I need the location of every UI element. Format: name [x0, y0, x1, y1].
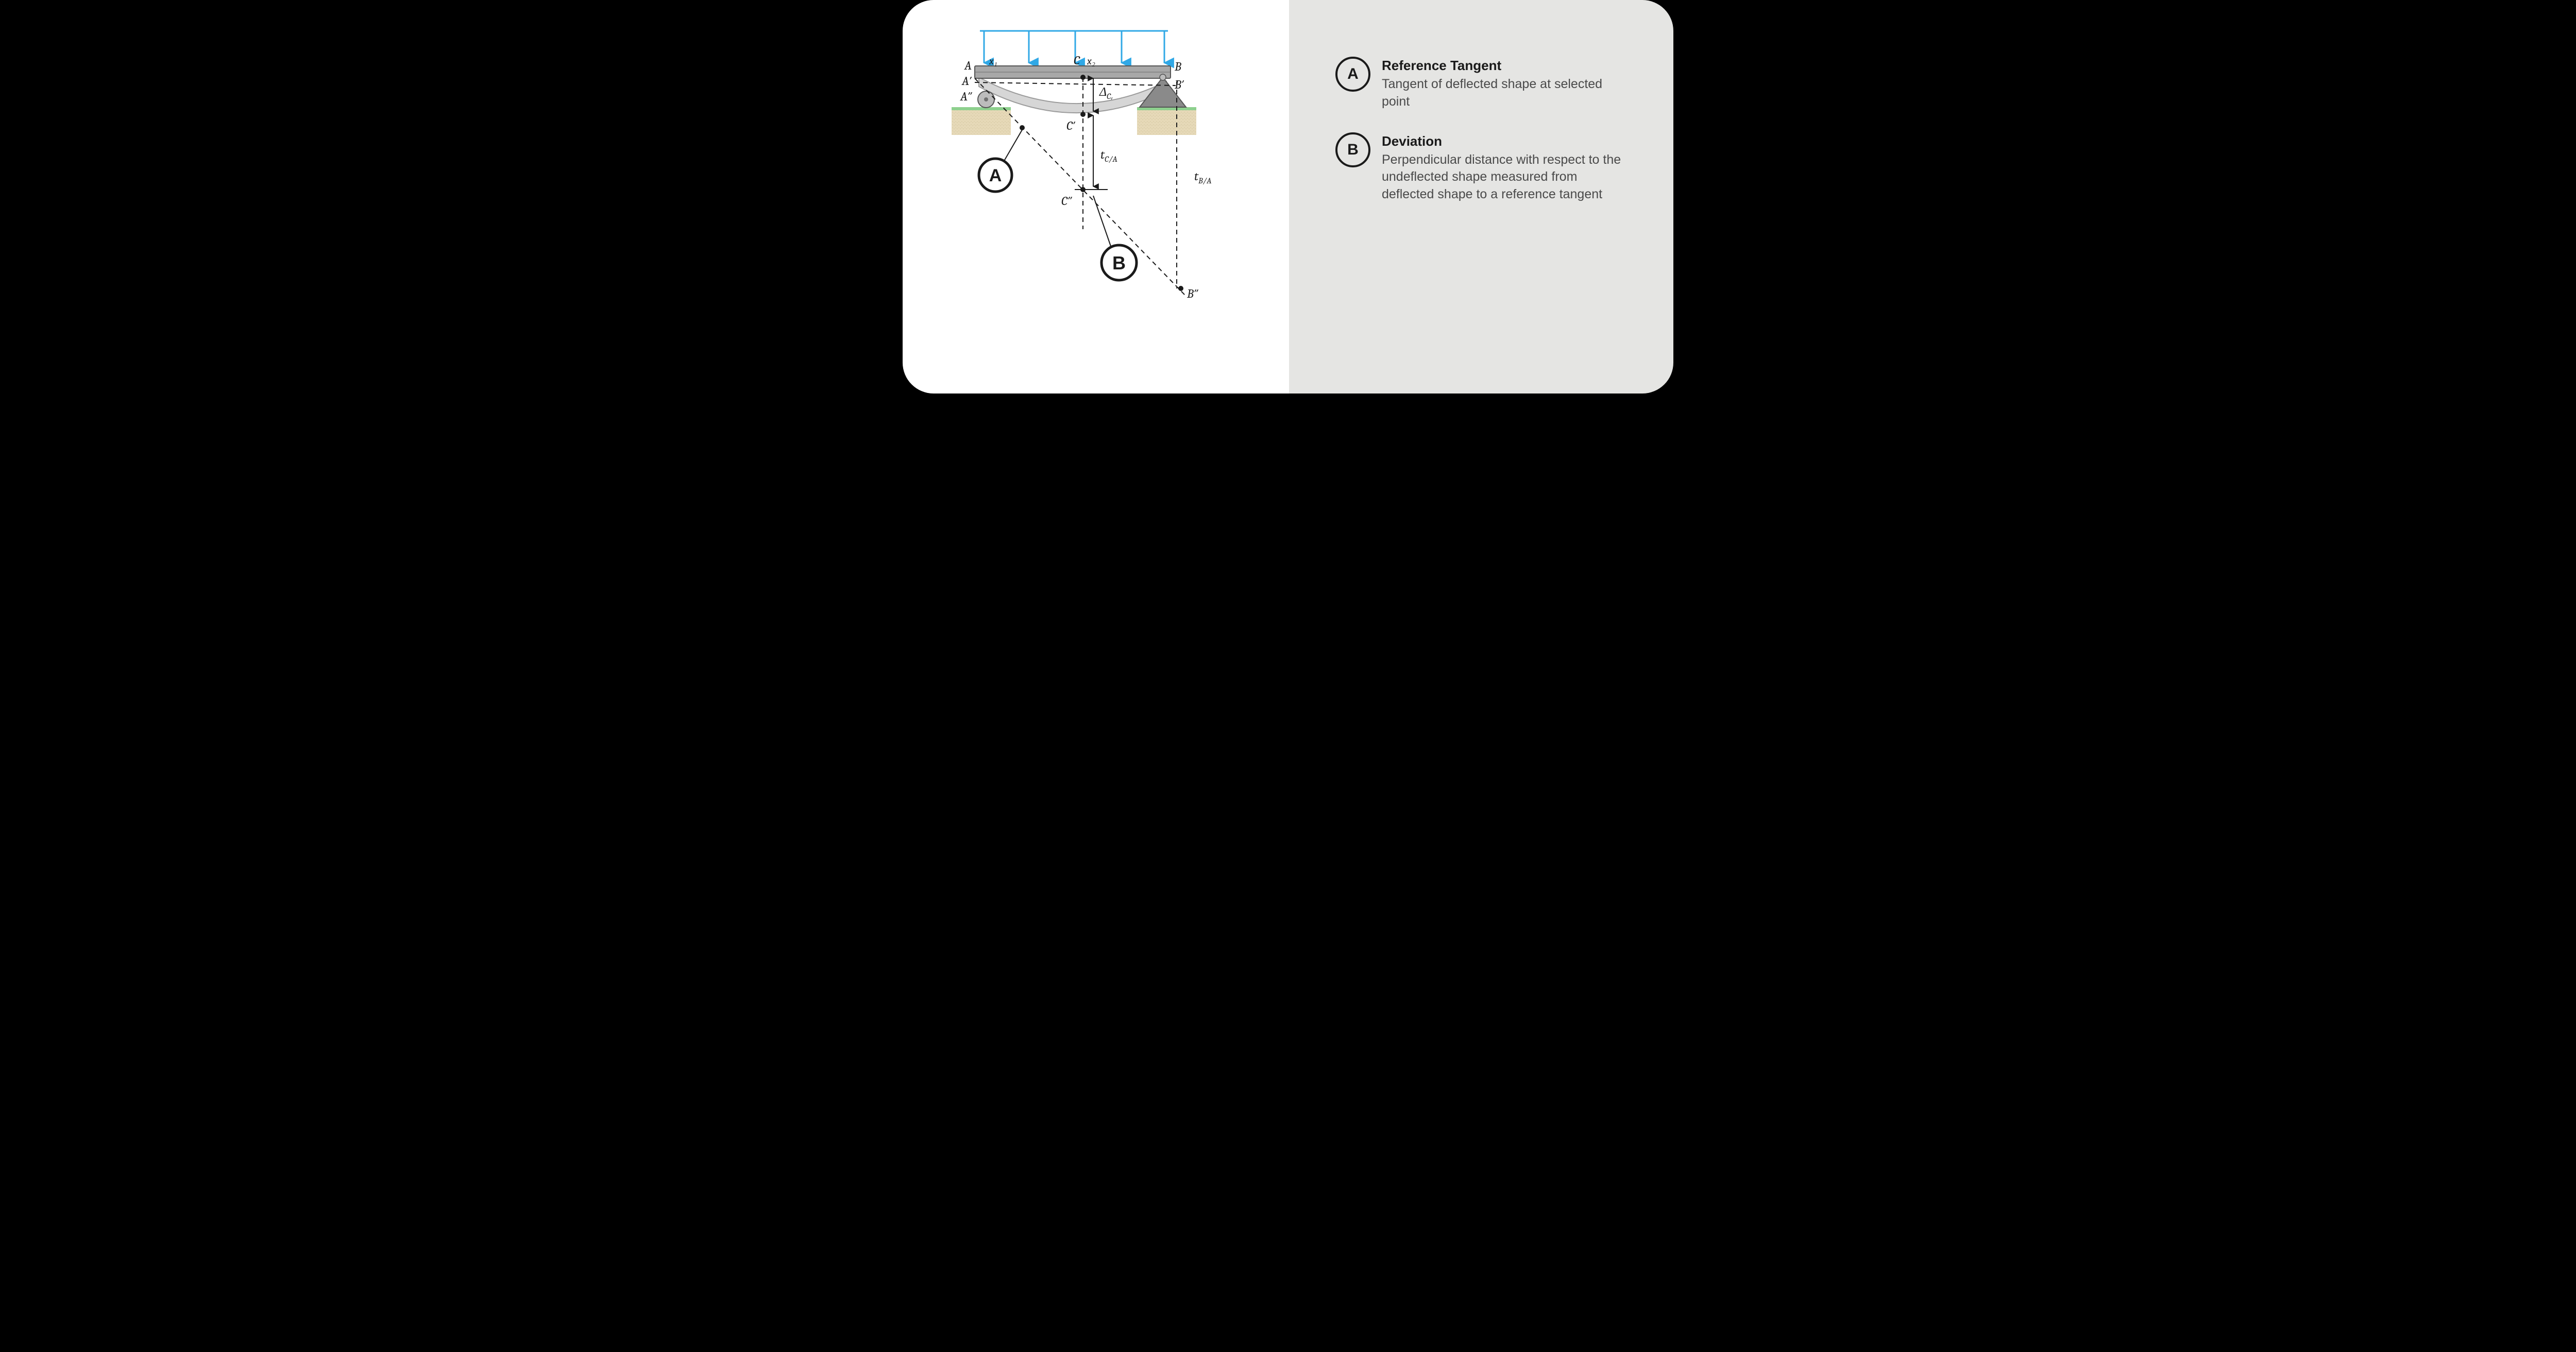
- legend-item-a: A Reference Tangent Tangent of deflected…: [1335, 57, 1628, 111]
- ground-left: [952, 107, 1011, 135]
- svg-text:A′: A′: [961, 74, 972, 88]
- diagram-panel: A B A A′ A″ B B′ B″ C C′ C″ x₁ x₂ ΔCᵥ: [903, 0, 1289, 393]
- svg-text:ΔCᵥ: ΔCᵥ: [1099, 84, 1113, 101]
- beam: [975, 66, 1171, 78]
- svg-text:x₂: x₂: [1087, 55, 1095, 67]
- svg-text:C′: C′: [1066, 118, 1076, 133]
- figure-card: A B A A′ A″ B B′ B″ C C′ C″ x₁ x₂ ΔCᵥ: [903, 0, 1673, 393]
- svg-text:B′: B′: [1174, 77, 1184, 92]
- ground-right: [1137, 107, 1196, 135]
- diagram-badge-b: B: [1101, 245, 1137, 280]
- legend-desc-a: Tangent of deflected shape at selected p…: [1382, 76, 1628, 111]
- legend-panel: A Reference Tangent Tangent of deflected…: [1289, 0, 1673, 393]
- svg-text:B″: B″: [1187, 286, 1199, 301]
- beam-diagram: A B A A′ A″ B B′ B″ C C′ C″ x₁ x₂ ΔCᵥ: [903, 0, 1289, 381]
- svg-text:tB/A: tB/A: [1194, 169, 1211, 185]
- legend-badge-a: A: [1335, 57, 1370, 92]
- svg-text:B: B: [1112, 252, 1126, 273]
- roller-support: [978, 91, 994, 108]
- svg-text:C: C: [1074, 53, 1080, 67]
- legend-title-b: Deviation: [1382, 133, 1628, 149]
- chord-line: [975, 82, 1176, 85]
- legend-item-b: B Deviation Perpendicular distance with …: [1335, 132, 1628, 203]
- legend-title-a: Reference Tangent: [1382, 58, 1628, 74]
- svg-text:A: A: [964, 58, 972, 73]
- legend-badge-b: B: [1335, 132, 1370, 167]
- svg-text:B: B: [1174, 59, 1181, 74]
- svg-text:A″: A″: [960, 89, 973, 104]
- svg-text:tC/A: tC/A: [1100, 147, 1117, 164]
- svg-text:C″: C″: [1061, 194, 1073, 208]
- svg-text:x₁: x₁: [989, 55, 997, 67]
- legend-desc-b: Perpendicular distance with respect to t…: [1382, 151, 1628, 203]
- leader-b: [1093, 196, 1111, 246]
- svg-text:A: A: [989, 166, 1002, 185]
- diagram-badge-a: A: [979, 159, 1012, 192]
